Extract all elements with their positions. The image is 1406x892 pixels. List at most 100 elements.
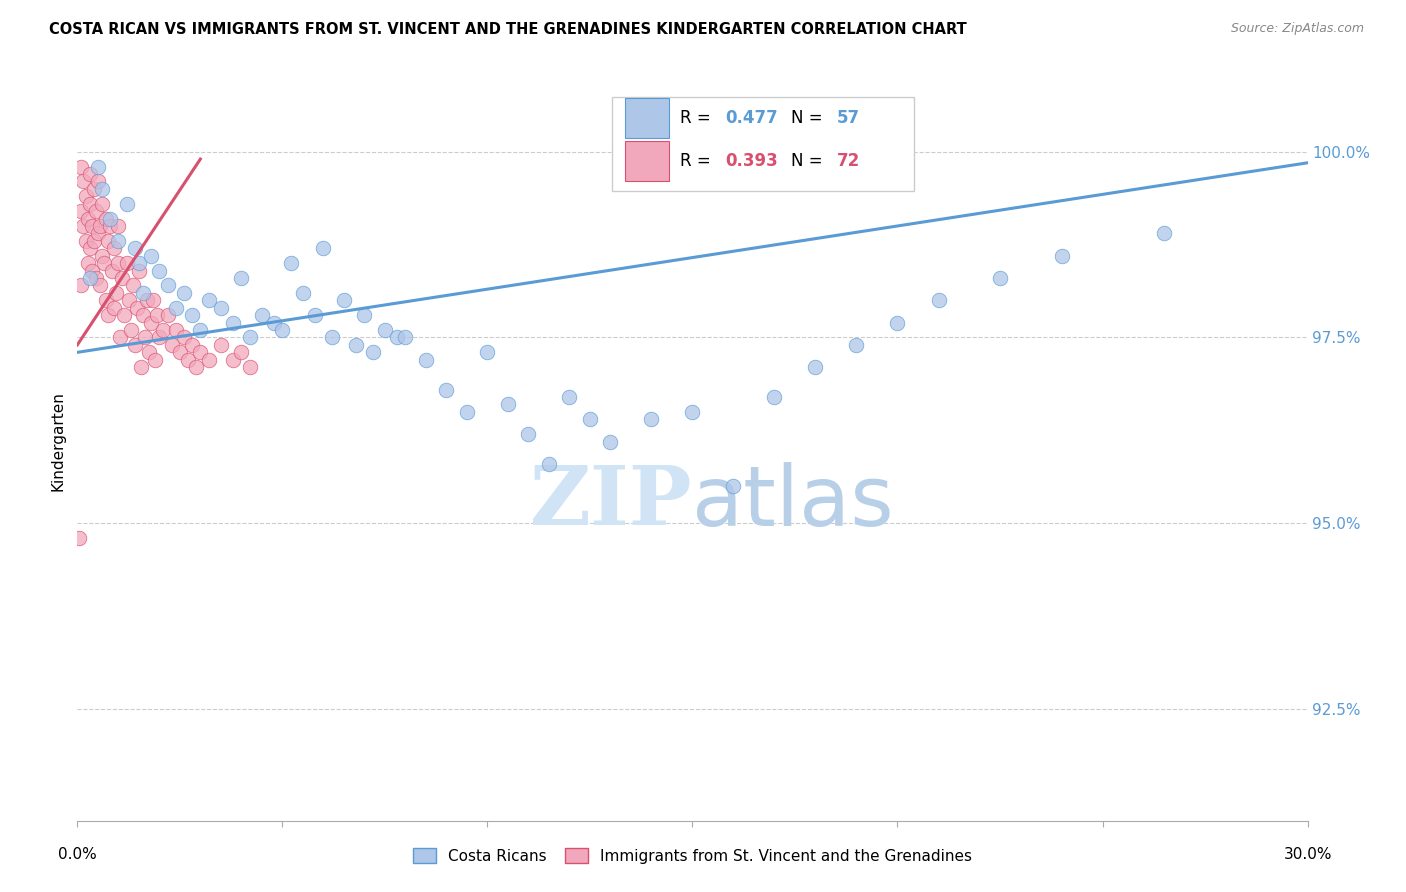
Point [181, 338, 204, 352]
Point [222, 352, 245, 367]
Text: R =: R = [681, 152, 716, 170]
Point [117, 293, 139, 308]
Point [496, 397, 519, 411]
Point [79, 167, 101, 181]
Point [321, 330, 343, 344]
Point [222, 316, 245, 330]
Point [361, 345, 384, 359]
Point [333, 293, 356, 308]
Text: 72: 72 [837, 152, 859, 170]
Point [250, 308, 273, 322]
FancyBboxPatch shape [624, 141, 669, 181]
Point [115, 196, 138, 211]
Point [115, 256, 138, 270]
Point [173, 330, 195, 344]
Point [98, 219, 121, 233]
Point [87, 160, 110, 174]
Point [79, 271, 101, 285]
Legend: Costa Ricans, Immigrants from St. Vincent and the Grenadines: Costa Ricans, Immigrants from St. Vincen… [406, 842, 979, 870]
Point [152, 323, 174, 337]
Text: COSTA RICAN VS IMMIGRANTS FROM ST. VINCENT AND THE GRENADINES KINDERGARTEN CORRE: COSTA RICAN VS IMMIGRANTS FROM ST. VINCE… [49, 22, 967, 37]
Point [125, 301, 148, 315]
Point [558, 390, 581, 404]
Point [186, 360, 208, 375]
Text: N =: N = [792, 152, 828, 170]
Point [97, 308, 120, 322]
Point [928, 293, 950, 308]
Point [537, 457, 560, 471]
Point [209, 338, 232, 352]
Point [83, 234, 105, 248]
Point [385, 330, 409, 344]
Point [231, 345, 253, 359]
Point [239, 360, 262, 375]
FancyBboxPatch shape [624, 98, 669, 137]
Point [105, 285, 128, 300]
Point [98, 211, 121, 226]
Point [165, 323, 187, 337]
Point [90, 249, 114, 263]
Y-axis label: Kindergarten: Kindergarten [51, 392, 66, 491]
FancyBboxPatch shape [613, 96, 914, 191]
Point [124, 241, 146, 255]
Text: ZIP: ZIP [530, 462, 693, 542]
Point [169, 345, 191, 359]
Point [76, 211, 98, 226]
Point [682, 405, 704, 419]
Point [84, 271, 107, 285]
Point [94, 293, 117, 308]
Point [70, 160, 93, 174]
Point [1153, 227, 1175, 241]
Point [138, 345, 160, 359]
Point [103, 301, 125, 315]
Point [239, 330, 262, 344]
Point [436, 383, 458, 397]
Point [121, 278, 143, 293]
Point [79, 241, 101, 255]
Point [280, 256, 302, 270]
Point [87, 174, 110, 188]
Point [415, 352, 437, 367]
Text: Source: ZipAtlas.com: Source: ZipAtlas.com [1230, 22, 1364, 36]
Point [304, 308, 326, 322]
Point [763, 390, 786, 404]
Point [374, 323, 396, 337]
Point [67, 531, 90, 545]
Point [75, 234, 97, 248]
Point [804, 360, 827, 375]
Point [132, 285, 155, 300]
Point [312, 241, 335, 255]
Point [94, 211, 117, 226]
Point [156, 308, 179, 322]
Point [93, 256, 115, 270]
Point [111, 271, 134, 285]
Point [599, 434, 621, 449]
Point [107, 256, 129, 270]
Text: 57: 57 [837, 109, 859, 127]
Point [142, 293, 165, 308]
Text: N =: N = [792, 109, 828, 127]
Text: 0.477: 0.477 [725, 109, 779, 127]
Point [353, 308, 375, 322]
Point [103, 241, 125, 255]
Point [110, 330, 132, 344]
Point [89, 219, 111, 233]
Point [90, 182, 114, 196]
Point [84, 204, 107, 219]
Point [517, 427, 540, 442]
Point [148, 330, 170, 344]
Point [141, 249, 163, 263]
Point [124, 338, 146, 352]
Point [136, 293, 159, 308]
Point [107, 219, 129, 233]
Point [845, 338, 868, 352]
Point [80, 219, 103, 233]
Point [1050, 249, 1073, 263]
Point [160, 338, 183, 352]
Point [97, 234, 120, 248]
Point [143, 352, 166, 367]
Text: 0.393: 0.393 [725, 152, 779, 170]
Point [70, 204, 93, 219]
Point [79, 196, 101, 211]
Point [128, 263, 150, 277]
